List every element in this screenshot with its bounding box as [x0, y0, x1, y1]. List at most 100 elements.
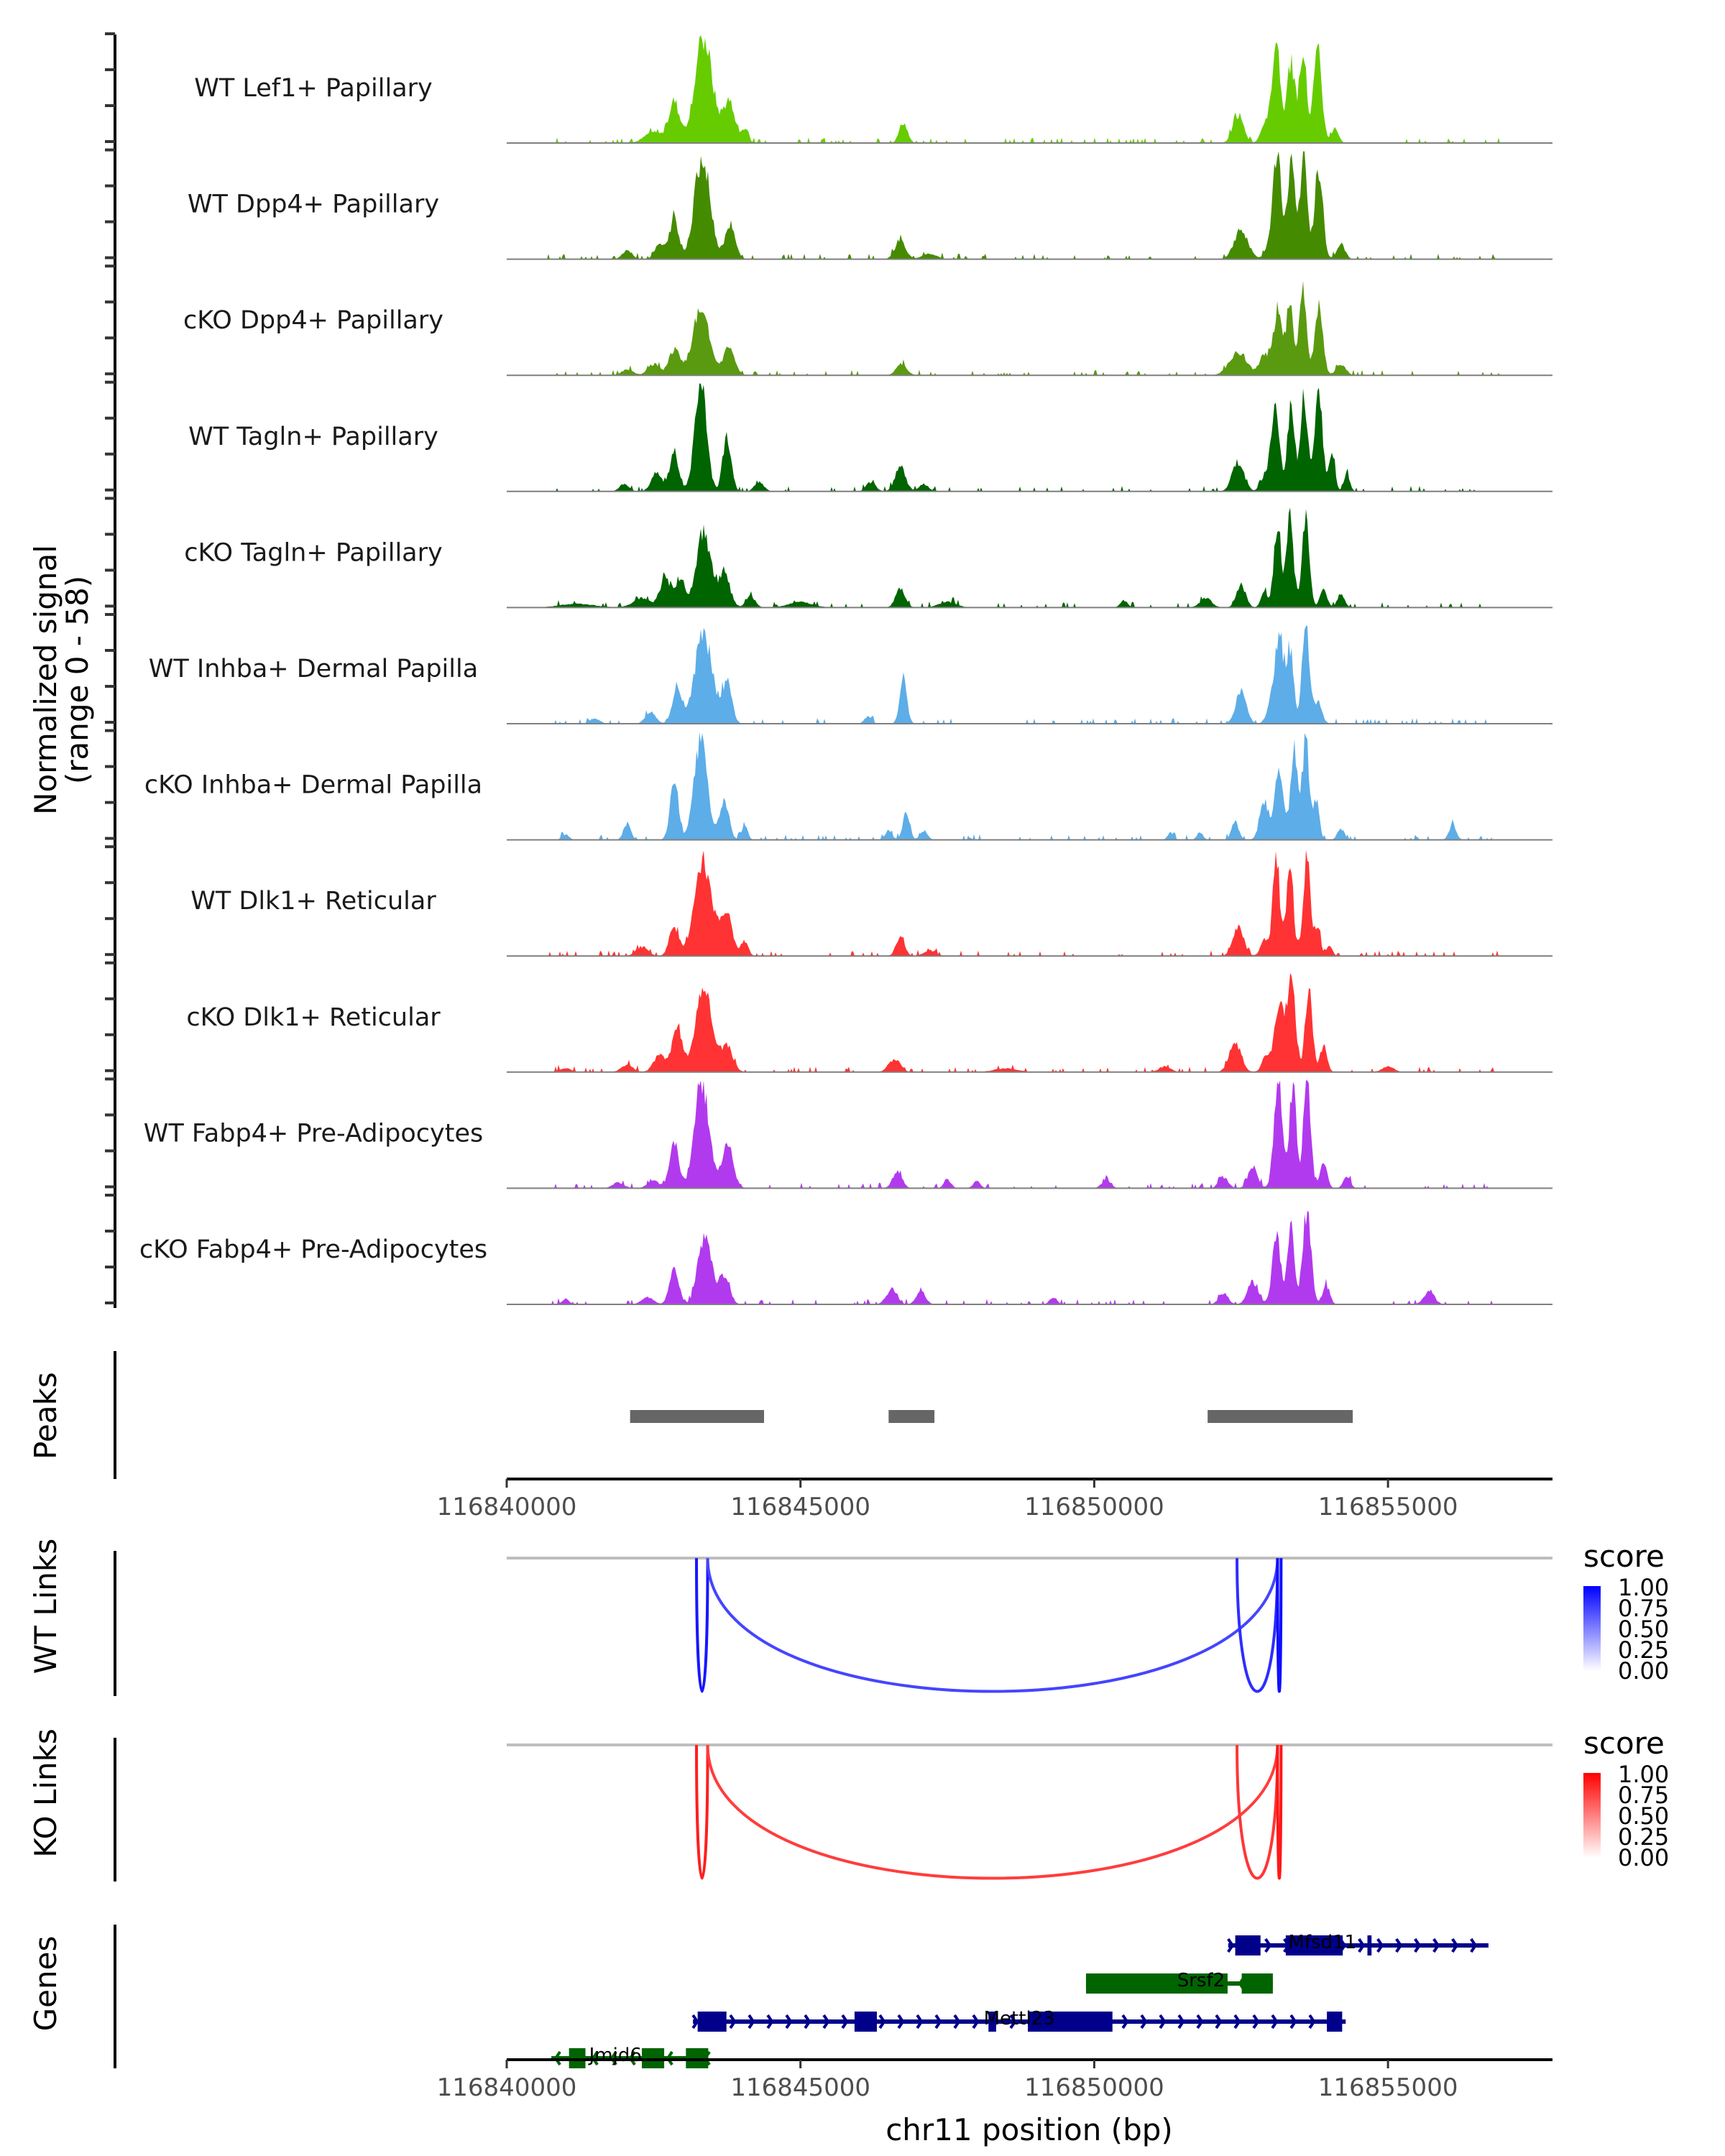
strand-arrow-right-icon: [1227, 1938, 1235, 1953]
coverage-area: [507, 1210, 1552, 1304]
x-tick-label: 116845000: [730, 1493, 870, 1521]
x-tick-label: 116850000: [1024, 1493, 1164, 1521]
track-label: cKO Dlk1+ Reticular: [186, 1003, 441, 1032]
link-arc: [706, 1557, 1279, 1693]
coverage-y-ticks: [105, 32, 115, 1304]
legend-tick-label: 0.75: [1618, 1782, 1669, 1809]
coverage-y-axis-title: Normalized signal (range 0 - 58): [28, 545, 95, 815]
legend-tick-label: 0.50: [1618, 1802, 1669, 1830]
coverage-area: [507, 849, 1552, 957]
legend-tick-label: 0.00: [1618, 1844, 1669, 1871]
strand-arrow-right-icon: [1395, 1938, 1403, 1953]
genes-track-label: Genes: [28, 1936, 63, 2032]
strand-arrow-right-icon: [748, 2014, 755, 2030]
ylabel-line1: Normalized signal: [28, 545, 63, 815]
gene-label: Srsf2: [1177, 1970, 1225, 1991]
gene: Mfsd11: [1227, 1932, 1489, 1955]
strand-arrow-right-icon: [1140, 2014, 1148, 2030]
gene-label: Jmjd6: [588, 2045, 642, 2066]
coverage-area: [507, 383, 1552, 492]
legend-tick-label: 0.25: [1618, 1823, 1669, 1851]
gene-exon: [1327, 2012, 1343, 2032]
coverage-track: cKO Inhba+ Dermal Papilla: [144, 732, 1552, 841]
strand-arrow-right-icon: [1451, 1938, 1459, 1953]
link-arc: [706, 1744, 1279, 1880]
strand-arrow-right-icon: [1308, 2014, 1316, 2030]
track-label: WT Lef1+ Papillary: [194, 74, 433, 103]
link-arc: [695, 1557, 709, 1693]
strand-arrow-right-icon: [1177, 2014, 1185, 2030]
gene: Srsf2: [1085, 1970, 1273, 1994]
strand-arrow-right-icon: [878, 2014, 886, 2030]
strand-arrow-right-icon: [1009, 2014, 1017, 2030]
peaks-track-label: Peaks: [28, 1372, 63, 1460]
link-arc: [695, 1744, 709, 1880]
legend-tick-label: 0.25: [1618, 1636, 1669, 1664]
strand-arrow-right-icon: [1358, 1938, 1366, 1953]
strand-arrow-right-icon: [785, 2014, 793, 2030]
strand-arrow-right-icon: [691, 2014, 699, 2030]
coverage-area: [507, 507, 1552, 608]
gene: Jmjd6: [551, 2045, 711, 2068]
x-axis-title: chr11 position (bp): [886, 2112, 1173, 2147]
track-label: WT Dlk1+ Reticular: [190, 887, 436, 916]
gene-exon: [1241, 1973, 1273, 1994]
coverage-track: cKO Fabp4+ Pre-Adipocytes: [139, 1210, 1552, 1305]
peak-region: [888, 1410, 935, 1423]
peak-region: [1208, 1410, 1353, 1423]
strand-arrow-right-icon: [729, 2014, 737, 2030]
x-tick-label: 116850000: [1024, 2073, 1164, 2102]
x-tick-label: 116845000: [730, 2073, 870, 2102]
gene-exon: [1028, 2012, 1113, 2032]
legend-colorbar: [1583, 1586, 1601, 1671]
coverage-track: WT Fabp4+ Pre-Adipocytes: [144, 1080, 1552, 1189]
coverage-area: [507, 151, 1552, 259]
coverage-area: [507, 280, 1552, 376]
coverage-track: WT Dlk1+ Reticular: [190, 849, 1552, 957]
strand-arrow-right-icon: [1432, 1938, 1440, 1953]
coverage-track: cKO Dlk1+ Reticular: [186, 972, 1552, 1073]
gene-exon: [697, 2012, 727, 2032]
track-label: cKO Dpp4+ Papillary: [183, 306, 443, 335]
legend-tick-label: 1.00: [1618, 1761, 1669, 1788]
x-axis-bottom: 116840000 116845000 116850000 116855000: [437, 2060, 1458, 2102]
strand-arrow-right-icon: [1252, 2014, 1260, 2030]
gene-exon: [988, 2012, 996, 2032]
ko-links-label: KO Links: [28, 1728, 63, 1858]
x-tick-label: 116840000: [437, 2073, 577, 2102]
track-label: cKO Tagln+ Papillary: [184, 538, 443, 567]
legend-tick-label: 0.50: [1618, 1616, 1669, 1643]
gene-exon: [1235, 1935, 1261, 1955]
coverage-area: [507, 732, 1552, 840]
legend-tick-label: 0.00: [1618, 1657, 1669, 1685]
strand-arrow-right-icon: [804, 2014, 811, 2030]
gene-label: Mfsd11: [1288, 1932, 1356, 1953]
x-tick-label: 116840000: [437, 1493, 577, 1521]
coverage-tracks: WT Lef1+ Papillary WT Dpp4+ Papillary cKO …: [139, 35, 1552, 1305]
strand-arrow-right-icon: [1233, 2014, 1241, 2030]
gene-exon: [854, 2012, 877, 2032]
track-label: cKO Fabp4+ Pre-Adipocytes: [139, 1235, 487, 1264]
legend-tick-label: 1.00: [1618, 1574, 1669, 1601]
strand-arrow-right-icon: [953, 2014, 961, 2030]
gene-exon: [1085, 1973, 1228, 1994]
genes-track: Mfsd11 Srsf2 Mettl23 Jmjd6: [551, 1932, 1489, 2068]
strand-arrow-right-icon: [1264, 1938, 1272, 1953]
strand-arrow-right-icon: [934, 2014, 942, 2030]
link-arc: [1276, 1557, 1283, 1693]
strand-arrow-right-icon: [916, 2014, 924, 2030]
legend-colorbar: [1583, 1773, 1601, 1858]
x-axis-top: 116840000 116845000 116850000 116855000: [437, 1479, 1458, 1521]
ko-links-track: [507, 1743, 1552, 1880]
strand-arrow-right-icon: [972, 2014, 980, 2030]
coverage-track: cKO Dpp4+ Papillary: [183, 280, 1552, 377]
strand-arrow-right-icon: [1376, 1938, 1384, 1953]
track-label: cKO Inhba+ Dermal Papilla: [144, 771, 482, 800]
gene-label: Mettl23: [984, 2008, 1055, 2030]
link-arc: [1236, 1744, 1279, 1880]
legend-title: score: [1583, 1726, 1665, 1761]
strand-arrow-right-icon: [1470, 1938, 1478, 1953]
strand-arrow-right-icon: [766, 2014, 774, 2030]
